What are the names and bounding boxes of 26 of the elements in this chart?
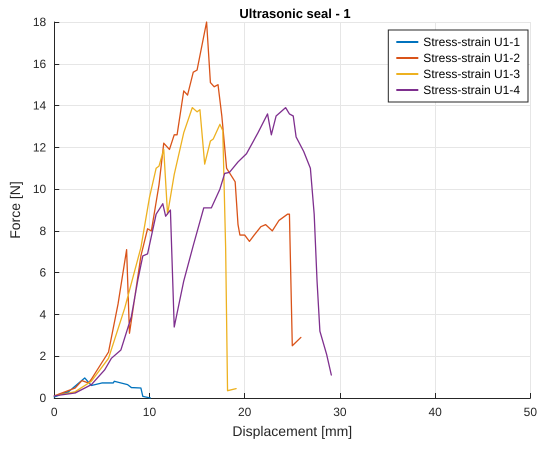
y-tick-label: 4	[40, 307, 47, 322]
x-tick-label: 10	[142, 405, 156, 419]
x-tick-label: 40	[428, 405, 442, 419]
y-tick-label: 18	[32, 15, 47, 29]
x-axis-title: Displacement [mm]	[232, 423, 352, 439]
line-series	[54, 106, 237, 397]
y-tick-label: 0	[40, 391, 47, 405]
y-tick-label: 10	[32, 182, 47, 196]
y-tick-label: 16	[32, 56, 47, 71]
y-axis-title: Force [N]	[7, 181, 23, 239]
y-tick-label: 2	[40, 349, 47, 364]
x-tick-label: 20	[238, 405, 252, 419]
x-tick-label: 30	[333, 405, 347, 419]
legend-label: Stress-strain U1-4	[423, 83, 520, 97]
legend-label: Stress-strain U1-3	[423, 67, 520, 81]
x-tick-label: 50	[524, 405, 538, 419]
chart-title: Ultrasonic seal - 1	[239, 6, 351, 21]
legend-label: Stress-strain U1-1	[423, 35, 520, 49]
line-series	[54, 106, 332, 397]
legend-label: Stress-strain U1-2	[423, 51, 520, 65]
y-tick-label: 14	[32, 98, 47, 113]
line-series	[54, 377, 152, 399]
y-tick-label: 6	[40, 266, 47, 280]
y-tick-label: 12	[32, 140, 47, 154]
x-tick-label: 0	[50, 405, 58, 419]
y-tick-label: 8	[40, 224, 47, 238]
